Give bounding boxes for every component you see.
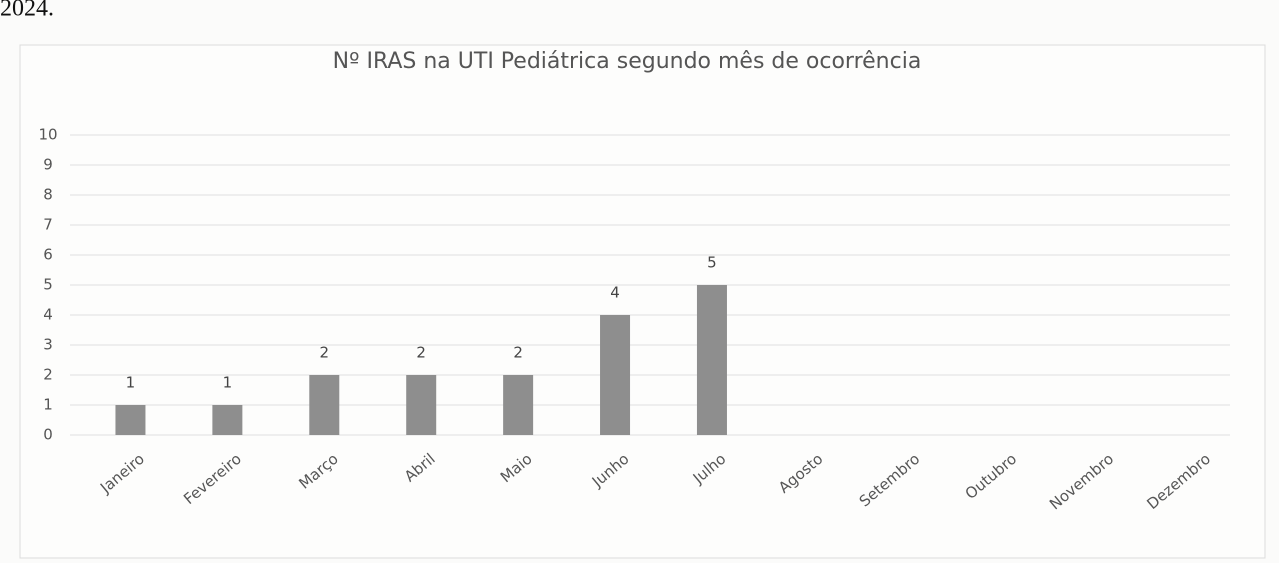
bar [212, 405, 243, 435]
data-label: 1 [126, 374, 136, 392]
bar [406, 375, 437, 435]
y-tick-label: 8 [43, 186, 53, 204]
document-text: 2024. [0, 0, 54, 22]
y-tick-label: 9 [43, 156, 53, 174]
y-tick-label: 3 [43, 336, 53, 354]
chart-title: Nº IRAS na UTI Pediátrica segundo mês de… [333, 49, 922, 74]
y-tick-label: 0 [43, 426, 53, 444]
bar [115, 405, 146, 435]
y-tick-label: 1 [43, 396, 53, 414]
data-label: 5 [707, 254, 717, 272]
y-tick-label: 2 [43, 366, 53, 384]
data-label: 2 [513, 344, 523, 362]
bar [503, 375, 534, 435]
y-tick-label: 4 [43, 306, 53, 324]
data-label: 2 [320, 344, 330, 362]
data-label: 4 [610, 284, 620, 302]
bar [696, 285, 727, 435]
chart-frame [19, 44, 1266, 559]
data-label: 1 [223, 374, 233, 392]
y-tick-label: 5 [43, 276, 53, 294]
data-label: 2 [416, 344, 426, 362]
y-tick-label: 7 [43, 216, 53, 234]
y-tick-label: 6 [43, 246, 53, 264]
y-tick-label: 10 [38, 126, 57, 144]
bar [600, 315, 631, 435]
bar [309, 375, 340, 435]
